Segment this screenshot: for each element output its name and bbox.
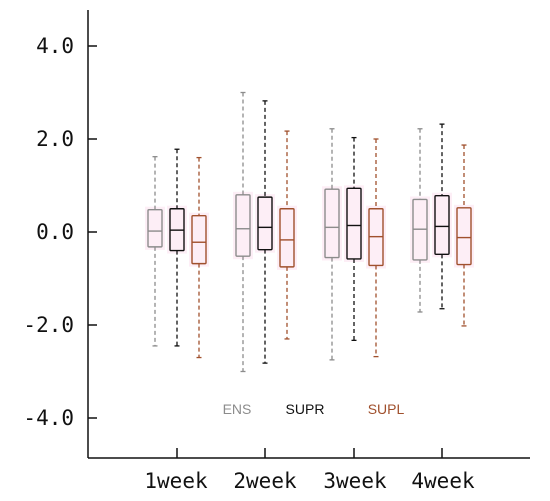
y-tick-label: 2.0 — [36, 127, 74, 151]
y-tick-label: -2.0 — [23, 313, 74, 337]
x-tick-label: 3week — [323, 469, 387, 493]
box-supl-3week — [366, 138, 386, 358]
box-rect — [279, 208, 295, 268]
x-tick-label: 4week — [411, 469, 475, 493]
box-supl-2week — [277, 130, 297, 340]
box-halo — [344, 185, 364, 262]
box-rect — [324, 188, 340, 259]
box-halo — [145, 206, 165, 250]
box-halo — [189, 212, 209, 267]
box-rect — [257, 196, 273, 251]
box-supr-3week — [344, 136, 364, 341]
box-rect — [346, 187, 362, 260]
box-rect — [235, 194, 251, 257]
box-supr-4week — [432, 123, 452, 310]
axes-layer: 4.0 2.0 0.0 -2.0 -4.0 1week 2week 3week 4week — [23, 10, 530, 493]
y-tick-label: 0.0 — [36, 220, 74, 244]
box-rect — [456, 207, 472, 266]
box-ens-2week — [233, 91, 253, 373]
legend-entry-ens: ENS — [223, 401, 252, 417]
box-halo — [454, 204, 474, 268]
box-halo — [277, 205, 297, 270]
box-halo — [255, 194, 275, 253]
x-tick-label: 2week — [233, 469, 297, 493]
box-rect — [191, 215, 207, 265]
y-tick-label: -4.0 — [23, 406, 74, 430]
box-ens-3week — [322, 128, 342, 361]
box-halo — [233, 191, 253, 260]
box-supr-2week — [255, 100, 275, 364]
box-rect — [147, 208, 163, 248]
y-tick-label: 4.0 — [36, 34, 74, 58]
box-halo — [432, 192, 452, 258]
box-ens-1week — [145, 156, 165, 347]
box-ens-4week — [410, 128, 430, 313]
x-tick-label: 1week — [144, 469, 208, 493]
box-supl-4week — [454, 144, 474, 327]
box-halo — [322, 186, 342, 261]
box-supl-1week — [189, 156, 209, 359]
legend-entry-supl: SUPL — [368, 401, 405, 417]
legend: ENS SUPR SUPL — [223, 401, 405, 417]
legend-entry-supr: SUPR — [286, 401, 325, 417]
boxes-layer — [145, 91, 474, 373]
box-supr-1week — [167, 148, 187, 347]
box-rect — [434, 195, 450, 256]
